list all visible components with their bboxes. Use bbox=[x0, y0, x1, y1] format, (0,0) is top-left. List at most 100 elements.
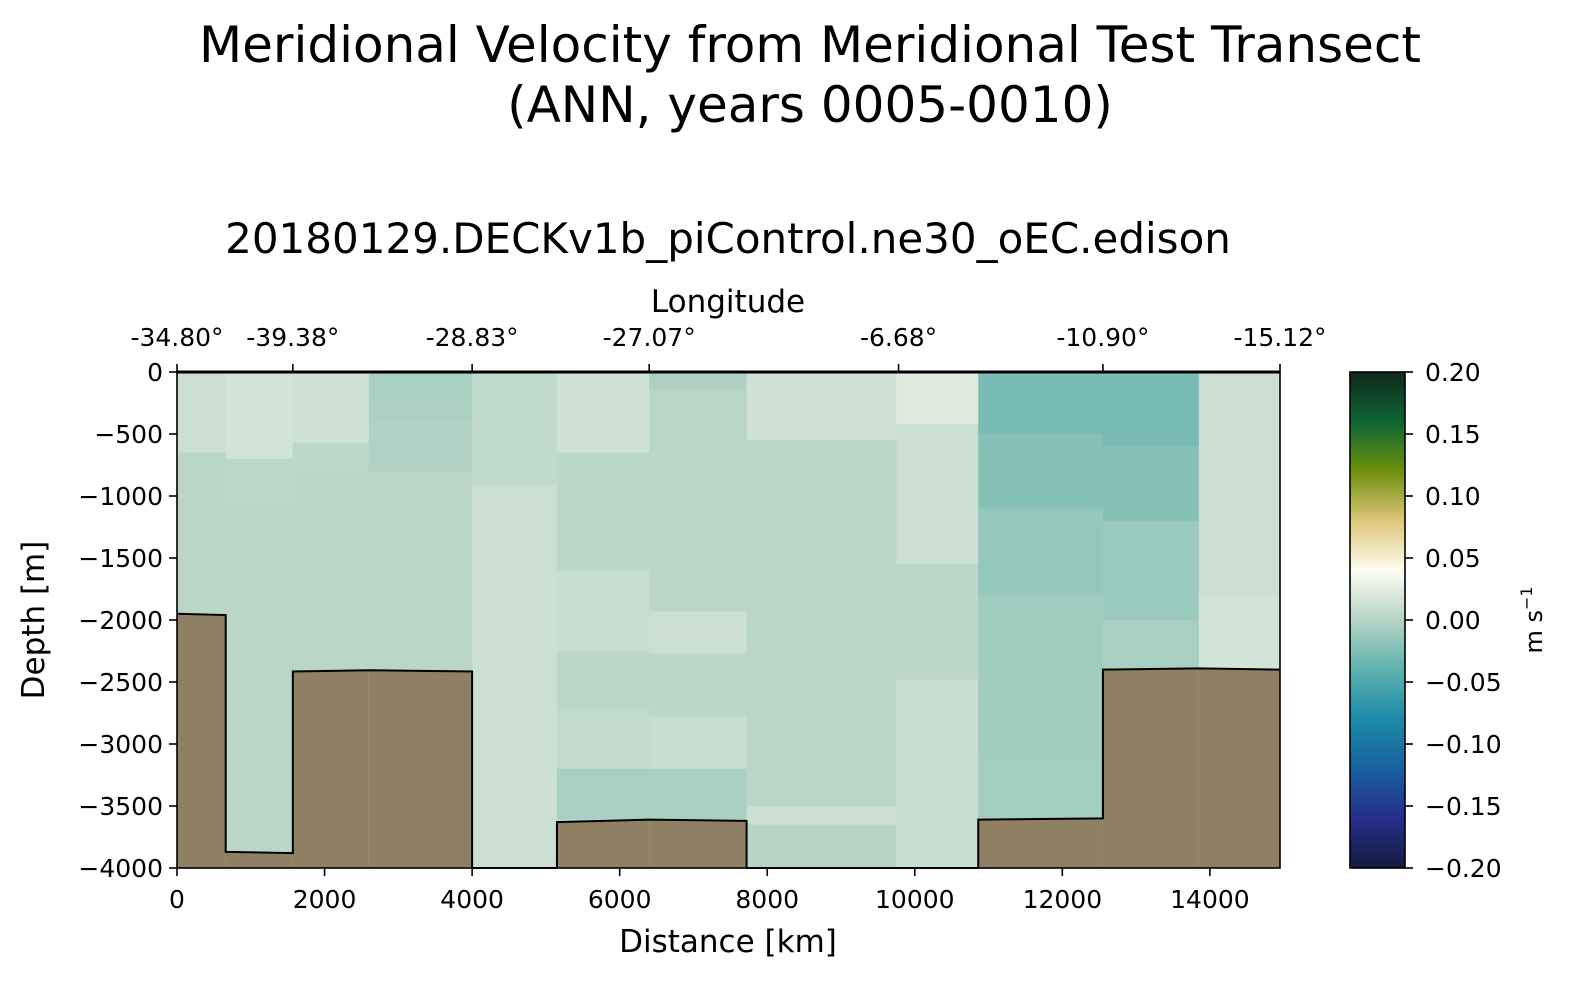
seafloor-6 bbox=[649, 819, 747, 868]
heatmap-cell-7-2 bbox=[746, 806, 897, 826]
heatmap-cell-11-0 bbox=[1198, 372, 1281, 596]
figure-subtitle: 20180129.DECKv1b_piControl.ne30_oEC.edis… bbox=[225, 214, 1231, 263]
heatmap-cell-1-1 bbox=[225, 458, 294, 503]
top-axis-label: Longitude bbox=[651, 284, 805, 320]
y-axis-label: Depth [m] bbox=[16, 541, 52, 700]
heatmap-cell-8-0 bbox=[896, 372, 979, 425]
colorbar-unit: m s bbox=[1520, 610, 1548, 654]
heatmap-cell-0-0 bbox=[177, 372, 227, 454]
heatmap-cell-7-3 bbox=[746, 824, 897, 869]
heatmap-cell-6-5 bbox=[649, 768, 748, 819]
colorbar-tick-label: −0.10 bbox=[1425, 730, 1502, 759]
colorbar-unit-exponent: −1 bbox=[1517, 586, 1536, 610]
colorbar-tick-label: 0.05 bbox=[1425, 544, 1481, 573]
figure-title-line1: Meridional Velocity from Meridional Test… bbox=[199, 16, 1421, 74]
x-tick-label: 0 bbox=[169, 885, 185, 914]
heatmap-cell-2-0 bbox=[292, 372, 370, 444]
heatmap-cell-2-2 bbox=[292, 465, 370, 621]
heatmap-cell-3-1 bbox=[368, 396, 473, 423]
heatmap-cell-9-1 bbox=[978, 434, 1104, 509]
colorbar-gradient bbox=[1349, 371, 1406, 869]
heatmap-cell-9-3 bbox=[978, 595, 1104, 757]
heatmap-cell-6-4 bbox=[649, 716, 748, 770]
heatmap-cell-3-3 bbox=[368, 471, 473, 621]
y-tick-label: −1000 bbox=[78, 482, 163, 511]
colorbar-tick-label: 0.00 bbox=[1425, 606, 1481, 635]
heatmap-cell-6-3 bbox=[649, 653, 748, 718]
heatmap-cell-0-1 bbox=[177, 452, 227, 615]
heatmap-cell-7-1 bbox=[746, 440, 897, 807]
top-tick-label: -15.12° bbox=[1233, 323, 1326, 352]
seafloor-0 bbox=[177, 613, 226, 868]
x-tick-label: 2000 bbox=[293, 885, 357, 914]
x-tick-label: 4000 bbox=[440, 885, 504, 914]
heatmap-cell-5-1 bbox=[556, 452, 650, 571]
top-tick-label: -28.83° bbox=[426, 323, 519, 352]
heatmap-cell-9-2 bbox=[978, 508, 1104, 596]
heatmap-cell-10-1 bbox=[1102, 446, 1200, 522]
heatmap-cell-10-2 bbox=[1102, 520, 1200, 621]
seafloor-1 bbox=[225, 851, 293, 868]
y-tick-label: −3000 bbox=[78, 730, 163, 759]
heatmap-cell-5-0 bbox=[556, 372, 650, 454]
heatmap-cell-2-3 bbox=[292, 620, 370, 671]
figure-title-line2: (ANN, years 0005-0010) bbox=[507, 76, 1113, 134]
plot-axes: 0 2000 4000 6000 8000 10000 12000 14000 0 −500 −10… bbox=[78, 323, 1326, 914]
heatmap-cell-1-3 bbox=[225, 570, 294, 853]
colorbar-tick-label: 0.15 bbox=[1425, 420, 1481, 449]
heatmap-cells bbox=[177, 372, 1281, 869]
x-tick-label: 10000 bbox=[875, 885, 955, 914]
seafloor-2 bbox=[292, 670, 369, 868]
top-tick-label: -6.68° bbox=[860, 323, 937, 352]
x-tick-label: 8000 bbox=[735, 885, 799, 914]
heatmap-cell-5-3 bbox=[556, 651, 650, 712]
y-tick-label: −500 bbox=[94, 420, 163, 449]
seafloor-3 bbox=[368, 670, 473, 868]
heatmap-cell-8-1 bbox=[896, 424, 979, 565]
heatmap-cell-5-2 bbox=[556, 570, 650, 652]
y-tick-label: −1500 bbox=[78, 544, 163, 573]
heatmap-cell-10-3 bbox=[1102, 620, 1200, 669]
heatmap-cell-2-1 bbox=[292, 442, 370, 466]
seafloor-10 bbox=[1102, 668, 1199, 868]
heatmap-cell-7-0 bbox=[746, 372, 897, 441]
y-tick-label: −2500 bbox=[78, 668, 163, 697]
x-tick-label: 6000 bbox=[588, 885, 652, 914]
heatmap-cell-11-1 bbox=[1198, 595, 1281, 671]
heatmap-cell-10-0 bbox=[1102, 372, 1200, 447]
seafloor-9 bbox=[978, 818, 1103, 868]
heatmap-cell-4-0 bbox=[472, 372, 558, 487]
heatmap-cell-9-0 bbox=[978, 372, 1104, 435]
y-tick-label: −2000 bbox=[78, 606, 163, 635]
colorbar-tick-label: 0.20 bbox=[1425, 358, 1481, 387]
heatmap-cell-3-4 bbox=[368, 620, 473, 671]
colorbar: 0.20 0.15 0.10 0.05 0.00 −0.05 −0.10 −0.15 −0.20 bbox=[1349, 358, 1502, 883]
heatmap-cell-6-2 bbox=[649, 611, 748, 655]
y-tick-label: −4000 bbox=[78, 854, 163, 883]
colorbar-tick-label: 0.10 bbox=[1425, 482, 1481, 511]
x-axis-label: Distance [km] bbox=[619, 924, 837, 960]
heatmap-cell-3-0 bbox=[368, 372, 473, 398]
heatmap-cell-8-2 bbox=[896, 564, 979, 681]
heatmap-cell-5-5 bbox=[556, 768, 650, 819]
x-tick-label: 12000 bbox=[1023, 885, 1103, 914]
top-tick-label: -27.07° bbox=[603, 323, 696, 352]
heatmap-cell-9-4 bbox=[978, 756, 1104, 819]
colorbar-label: m s−1 bbox=[1517, 586, 1548, 653]
seafloor-11 bbox=[1198, 668, 1280, 868]
heatmap-cell-8-3 bbox=[896, 679, 979, 869]
heatmap-cell-6-0 bbox=[649, 372, 748, 392]
heatmap-cell-6-1 bbox=[649, 390, 748, 612]
top-tick-label: -10.90° bbox=[1056, 323, 1149, 352]
heatmap-cell-1-0 bbox=[225, 372, 294, 460]
heatmap-cell-1-2 bbox=[225, 502, 294, 571]
seafloor-outline bbox=[176, 612, 1281, 869]
top-tick-label: -39.38° bbox=[246, 323, 339, 352]
colorbar-tick-label: −0.05 bbox=[1425, 668, 1502, 697]
bathymetry bbox=[176, 370, 1281, 869]
top-tick-label: -34.80° bbox=[130, 323, 223, 352]
y-tick-label: 0 bbox=[147, 358, 163, 387]
heatmap-cell-3-2 bbox=[368, 421, 473, 472]
colorbar-tick-label: −0.20 bbox=[1425, 854, 1502, 883]
